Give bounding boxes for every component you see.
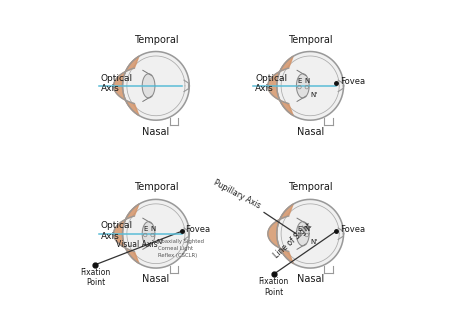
Polygon shape	[122, 52, 189, 120]
Text: Fovea: Fovea	[185, 225, 210, 234]
Polygon shape	[277, 52, 344, 120]
Text: Temporal: Temporal	[134, 35, 178, 45]
Text: N': N'	[156, 239, 164, 245]
Text: Optical
Axis: Optical Axis	[101, 73, 133, 93]
Text: Temporal: Temporal	[288, 183, 332, 192]
Text: Temporal: Temporal	[288, 35, 332, 45]
Text: Nasal: Nasal	[142, 274, 170, 284]
Text: Fixation
Point: Fixation Point	[81, 268, 110, 287]
Text: N: N	[304, 78, 310, 84]
Polygon shape	[114, 56, 139, 115]
Polygon shape	[122, 199, 189, 268]
Text: E: E	[143, 225, 147, 232]
Polygon shape	[142, 74, 155, 98]
Polygon shape	[114, 204, 139, 263]
Text: Visual Axis: Visual Axis	[116, 240, 158, 249]
Text: N': N'	[310, 239, 318, 245]
Text: E: E	[297, 225, 301, 232]
Text: Nasal: Nasal	[142, 127, 170, 136]
Polygon shape	[142, 222, 155, 246]
Text: Line of Sight: Line of Sight	[272, 221, 313, 260]
Polygon shape	[296, 74, 309, 98]
Text: Nasal: Nasal	[297, 127, 324, 136]
Text: E: E	[297, 78, 301, 84]
Text: N: N	[304, 225, 310, 232]
Polygon shape	[277, 199, 344, 268]
Text: N': N'	[310, 92, 318, 98]
Text: Temporal: Temporal	[134, 183, 178, 192]
Text: Nasal: Nasal	[297, 274, 324, 284]
Text: Fixation
Point: Fixation Point	[258, 277, 289, 297]
Text: Pupillary Axis: Pupillary Axis	[212, 177, 263, 210]
Text: Optical
Axis: Optical Axis	[101, 221, 133, 241]
Polygon shape	[268, 204, 293, 263]
Text: Fovea: Fovea	[340, 77, 365, 86]
Text: N: N	[150, 225, 155, 232]
Text: Fovea: Fovea	[340, 225, 365, 234]
Text: Coaxially Sighted
Corneal Light
Reflex (CSCLR): Coaxially Sighted Corneal Light Reflex (…	[157, 239, 203, 258]
Polygon shape	[268, 56, 293, 115]
Polygon shape	[296, 222, 309, 246]
Text: Optical
Axis: Optical Axis	[255, 73, 287, 93]
